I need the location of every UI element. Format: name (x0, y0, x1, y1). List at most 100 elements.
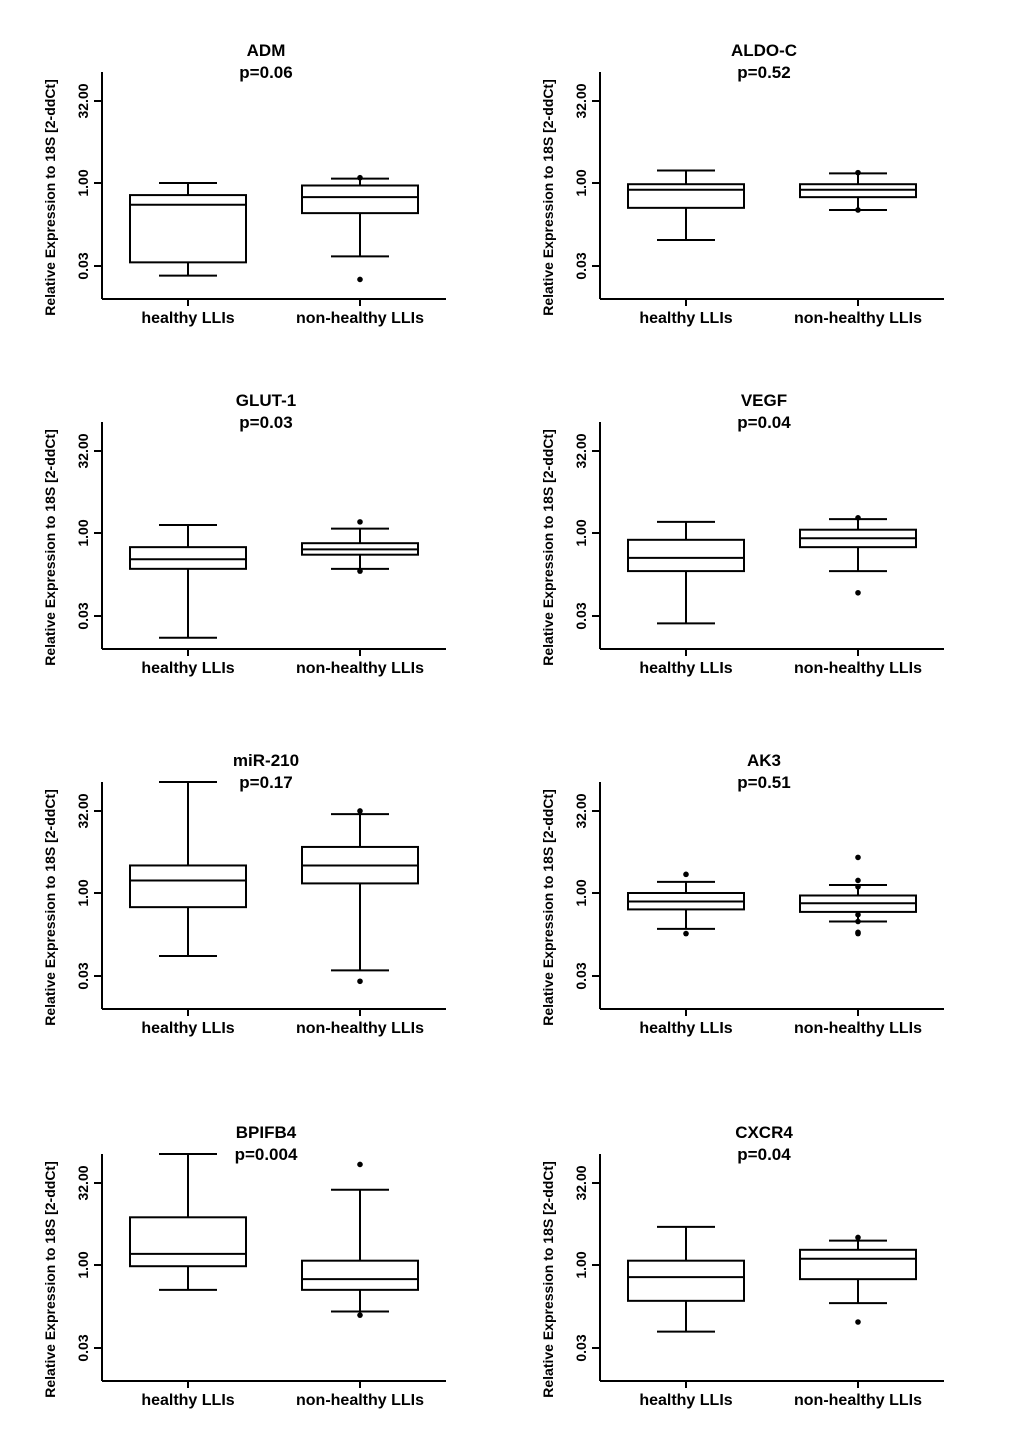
x-category-label: healthy LLIs (639, 660, 732, 677)
y-tick-label: 32.00 (573, 1165, 589, 1200)
x-category-label: healthy LLIs (141, 1020, 234, 1037)
y-tick-label: 0.03 (573, 962, 589, 989)
y-axis-label: Relative Expression to 18S [2-ddCt] (42, 789, 58, 1026)
y-axis-label: Relative Expression to 18S [2-ddCt] (540, 429, 556, 666)
box-series-non-healthy (799, 1234, 917, 1325)
panel-bpifb4: BPIFB4 p=0.004 Relative Expression to 18S … (42, 1123, 446, 1409)
y-tick-label: 32.00 (75, 1165, 91, 1200)
iqr-box (301, 1259, 419, 1291)
iqr-box (627, 1259, 745, 1302)
outlier-point (855, 918, 861, 925)
outlier-point (357, 519, 363, 525)
outlier-point (855, 589, 861, 596)
box-series-non-healthy (301, 174, 419, 283)
panel-title: BPIFB4 (236, 1123, 297, 1142)
p-value-label: p=0.04 (737, 413, 791, 432)
box-series-healthy (129, 1153, 247, 1291)
x-category-label: non-healthy LLIs (296, 660, 424, 677)
outlier-point (855, 883, 861, 890)
box-series-non-healthy (799, 169, 917, 213)
y-tick-label: 32.00 (573, 433, 589, 468)
y-tick-label: 0.03 (75, 252, 91, 279)
y-tick-label: 0.03 (573, 1334, 589, 1361)
y-axis-label: Relative Expression to 18S [2-ddCt] (42, 79, 58, 316)
x-category-label: healthy LLIs (141, 660, 234, 677)
y-tick-label: 1.00 (573, 169, 589, 196)
y-tick-label: 32.00 (75, 793, 91, 828)
outlier-point (683, 871, 689, 878)
outlier-point (855, 1319, 861, 1325)
box-series-non-healthy (799, 515, 917, 596)
y-tick-label: 0.03 (75, 1334, 91, 1361)
y-tick-label: 32.00 (75, 433, 91, 468)
box-series-healthy (627, 1225, 745, 1333)
box-series-healthy (129, 524, 247, 639)
y-tick-label: 0.03 (75, 602, 91, 629)
outlier-point (855, 169, 861, 176)
y-tick-label: 0.03 (573, 252, 589, 279)
panel-mir-210: miR-210 p=0.17 Relative Expression to 18S … (42, 751, 446, 1037)
p-value-label: p=0.03 (239, 413, 292, 432)
x-category-label: healthy LLIs (639, 1392, 732, 1409)
box-series-healthy (129, 182, 247, 277)
y-tick-label: 32.00 (75, 83, 91, 118)
iqr-box (129, 194, 247, 264)
outlier-point (683, 930, 689, 937)
panel-ak3: AK3 p=0.51 Relative Expression to 18S [2-d… (540, 751, 944, 1037)
x-category-label: non-healthy LLIs (794, 660, 922, 677)
y-tick-label: 0.03 (75, 962, 91, 989)
y-tick-label: 32.00 (573, 83, 589, 118)
panel-title: ADM (247, 41, 286, 60)
iqr-box (129, 864, 247, 909)
y-axis-label: Relative Expression to 18S [2-ddCt] (540, 789, 556, 1026)
x-category-label: non-healthy LLIs (296, 1392, 424, 1409)
panel-adm: ADM p=0.06 Relative Expression to 18S [2-d… (42, 41, 446, 327)
outlier-point (357, 978, 363, 985)
outlier-point (855, 207, 861, 213)
p-value-label: p=0.52 (737, 63, 790, 82)
box-series-non-healthy (301, 1161, 419, 1318)
y-tick-label: 1.00 (75, 519, 91, 546)
iqr-box (627, 183, 745, 209)
y-tick-label: 1.00 (573, 1251, 589, 1278)
outlier-point (855, 929, 861, 936)
panel-title: AK3 (747, 751, 781, 770)
x-category-label: non-healthy LLIs (296, 310, 424, 327)
iqr-box (129, 546, 247, 570)
y-axis-label: Relative Expression to 18S [2-ddCt] (540, 1161, 556, 1398)
p-value-label: p=0.17 (239, 773, 292, 792)
outlier-point (855, 515, 861, 521)
outlier-point (357, 568, 363, 574)
p-value-label: p=0.51 (737, 773, 790, 792)
x-category-label: healthy LLIs (639, 310, 732, 327)
box-series-non-healthy (301, 519, 419, 574)
x-category-label: non-healthy LLIs (296, 1020, 424, 1037)
box-series-non-healthy (799, 854, 917, 937)
iqr-box (129, 1216, 247, 1268)
box-series-healthy (627, 871, 745, 937)
x-category-label: non-healthy LLIs (794, 310, 922, 327)
y-tick-label: 1.00 (75, 879, 91, 906)
p-value-label: p=0.04 (737, 1145, 791, 1164)
outlier-point (357, 1312, 363, 1318)
panel-title: GLUT-1 (236, 391, 296, 410)
x-category-label: healthy LLIs (639, 1020, 732, 1037)
outlier-point (357, 174, 363, 181)
panel-title: ALDO-C (731, 41, 797, 60)
x-category-label: healthy LLIs (141, 310, 234, 327)
x-category-label: non-healthy LLIs (794, 1020, 922, 1037)
outlier-point (855, 911, 861, 918)
panel-title: CXCR4 (735, 1123, 793, 1142)
panel-aldo-c: ALDO-C p=0.52 Relative Expression to 18S [… (540, 41, 944, 327)
box-series-non-healthy (301, 808, 419, 985)
outlier-point (357, 1161, 363, 1168)
box-series-healthy (627, 520, 745, 625)
box-series-healthy (627, 169, 745, 241)
y-axis-label: Relative Expression to 18S [2-ddCt] (42, 429, 58, 666)
y-tick-label: 0.03 (573, 602, 589, 629)
panel-title: miR-210 (233, 751, 299, 770)
y-axis-label: Relative Expression to 18S [2-ddCt] (540, 79, 556, 316)
box-series-healthy (129, 781, 247, 957)
panel-vegf: VEGF p=0.04 Relative Expression to 18S [2-… (540, 391, 944, 677)
